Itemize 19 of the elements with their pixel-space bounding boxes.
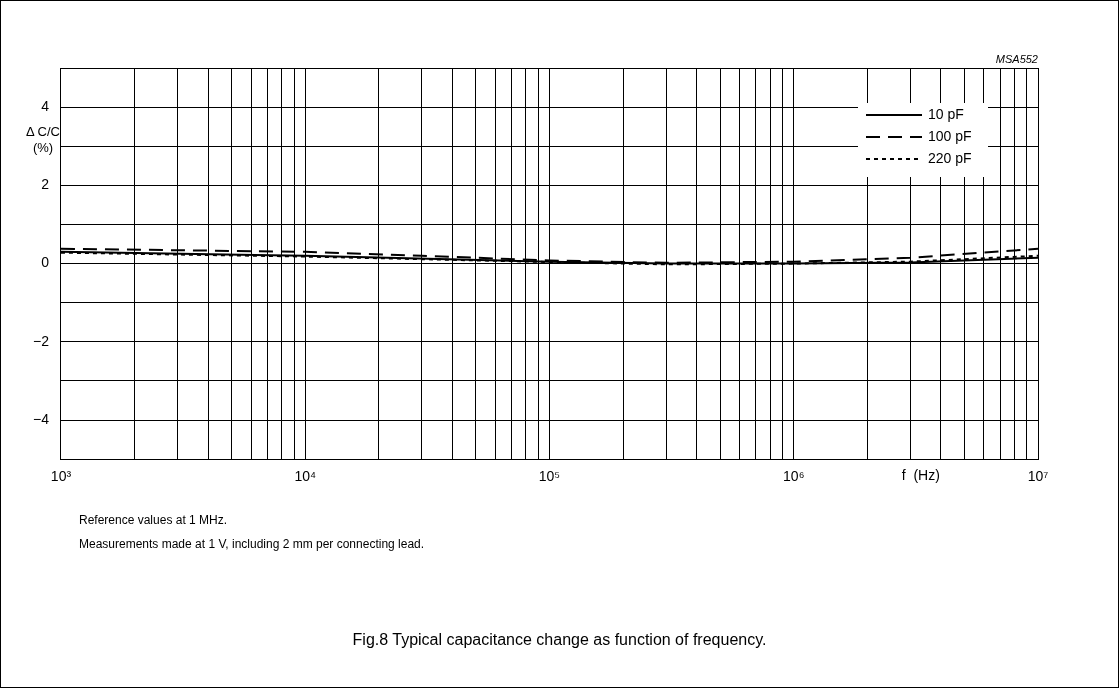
- x-tick-label: 10⁷: [1027, 468, 1049, 485]
- text: Measurements made at 1 V, including 2 mm per connecting lead.: [79, 537, 425, 551]
- y-tick-label: −2: [32, 332, 50, 349]
- y-tick-label: 2: [41, 176, 50, 193]
- text: Reference values at 1 MHz.: [79, 513, 228, 527]
- y-tick-label: −4: [32, 410, 50, 427]
- x-axis-title: f (Hz): [901, 467, 940, 484]
- legend-label: 10 pF: [928, 105, 964, 122]
- x-tick-label: 10⁴: [294, 468, 317, 485]
- text: MSA552: [995, 52, 1038, 65]
- legend-label: 220 pF: [928, 149, 972, 166]
- y-axis-title: Δ C/C (%): [26, 124, 60, 155]
- x-tick-label: 10⁶: [783, 468, 805, 485]
- x-tick-label: 10⁵: [538, 468, 561, 485]
- legend-label: 100 pF: [928, 127, 972, 144]
- x-tick-label: 10³: [50, 468, 72, 485]
- text: Fig.8 Typical capacitance change as function of frequency.: [351, 631, 768, 649]
- y-tick-label: 0: [41, 254, 50, 271]
- y-tick-label: 4: [41, 97, 50, 114]
